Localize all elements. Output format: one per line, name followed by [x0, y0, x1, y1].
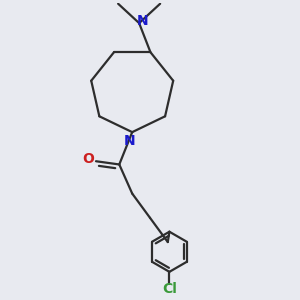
Text: N: N [137, 14, 149, 28]
Text: N: N [124, 134, 135, 148]
Text: O: O [82, 152, 94, 166]
Text: Cl: Cl [162, 282, 177, 296]
